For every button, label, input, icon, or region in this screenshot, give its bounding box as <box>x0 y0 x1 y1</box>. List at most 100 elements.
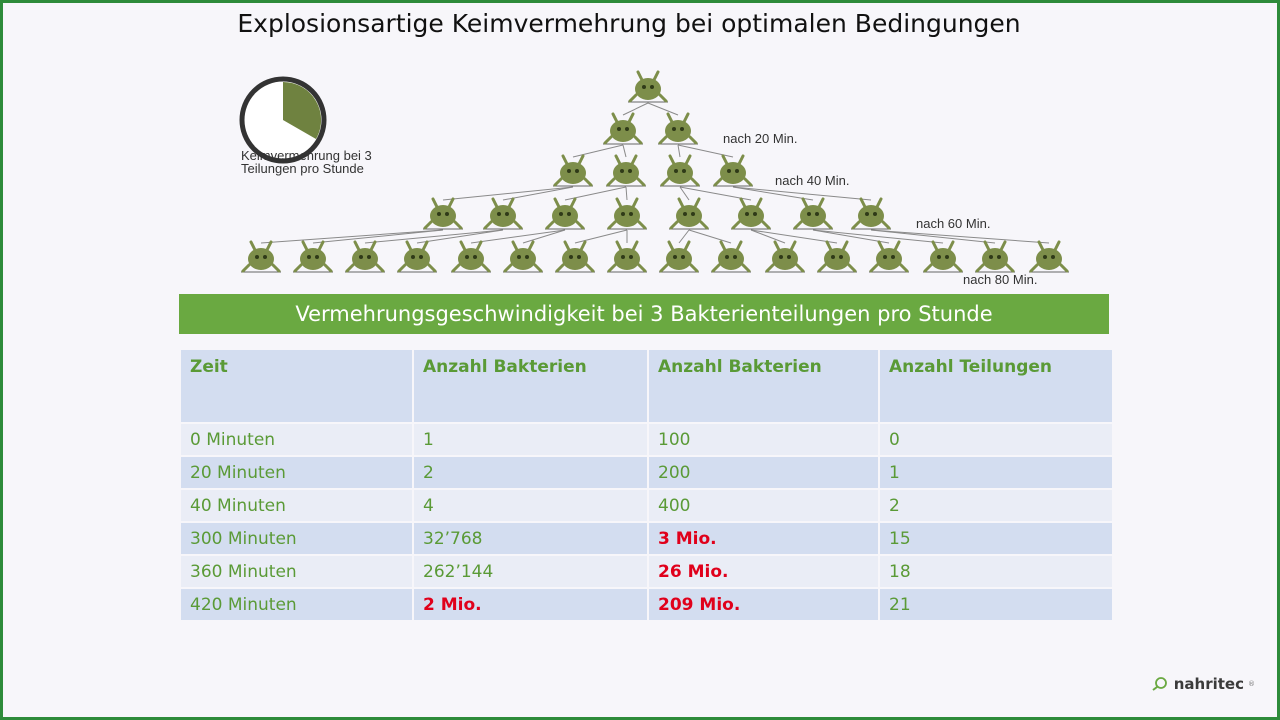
table-row: 40 Minuten 4 400 2 <box>181 490 1112 521</box>
bacterium-icon <box>293 240 333 273</box>
bacterium-icon <box>603 112 643 145</box>
header-zeit: Zeit <box>181 350 412 422</box>
bacterium-icon <box>628 70 668 103</box>
tree-connector <box>812 229 944 244</box>
tree-connector <box>750 229 786 244</box>
bacterium-icon <box>713 154 753 187</box>
slide-title: Explosionsartige Keimvermehrung bei opti… <box>237 9 1021 38</box>
bacterium-icon <box>555 240 595 273</box>
level-label-20: nach 20 Min. <box>723 131 797 146</box>
tree-connector <box>750 229 838 244</box>
tree-connector <box>870 229 1050 244</box>
bacterium-icon <box>765 240 805 273</box>
table-cell-highlight: 3 Mio. <box>649 523 878 554</box>
tree-connector <box>260 229 444 244</box>
growth-table: Zeit Anzahl Bakterien Anzahl Bakterien A… <box>179 348 1114 622</box>
bacterium-icon <box>241 240 281 273</box>
table-cell: 2 <box>414 457 647 488</box>
table-cell: 40 Minuten <box>181 490 412 521</box>
table-cell: 200 <box>649 457 878 488</box>
table-cell: 0 Minuten <box>181 424 412 455</box>
table-cell: 400 <box>649 490 878 521</box>
header-anzahl-bakterien-2: Anzahl Bakterien <box>649 350 878 422</box>
tree-connector <box>812 229 890 244</box>
bacterium-icon <box>607 197 647 230</box>
tree-connector <box>442 186 574 201</box>
table-cell: 15 <box>880 523 1112 554</box>
tree-connector <box>572 144 624 158</box>
logo-text: nahritec <box>1173 675 1244 693</box>
table-row: 420 Minuten 2 Mio. 209 Mio. 21 <box>181 589 1112 620</box>
table-cell: 32’768 <box>414 523 647 554</box>
tree-connector <box>470 229 566 244</box>
bacterium-icon <box>1029 240 1069 273</box>
bacterium-icon <box>669 197 709 230</box>
table-cell: 1 <box>880 457 1112 488</box>
level-label-80: nach 80 Min. <box>963 272 1037 287</box>
bacterium-icon <box>923 240 963 273</box>
bacterium-icon <box>545 197 585 230</box>
bacterium-icon <box>553 154 593 187</box>
tree-connector <box>870 229 996 244</box>
tree-connector <box>312 229 444 244</box>
bacterium-icon <box>711 240 751 273</box>
bacterium-icon <box>975 240 1015 273</box>
table-row: 20 Minuten 2 200 1 <box>181 457 1112 488</box>
tree-connector <box>502 186 574 201</box>
table-row: 0 Minuten 1 100 0 <box>181 424 1112 455</box>
bacterium-icon <box>345 240 385 273</box>
bacterium-icon <box>397 240 437 273</box>
table-row: 300 Minuten 32’768 3 Mio. 15 <box>181 523 1112 554</box>
bacterium-icon <box>869 240 909 273</box>
tree-connector <box>732 186 872 201</box>
bacterium-icon <box>851 197 891 230</box>
table-cell: 20 Minuten <box>181 457 412 488</box>
bacterium-icon <box>731 197 771 230</box>
tree-connector <box>622 102 649 116</box>
table-cell: 360 Minuten <box>181 556 412 587</box>
bacterium-icon <box>483 197 523 230</box>
table-cell-highlight: 209 Mio. <box>649 589 878 620</box>
level-label-40: nach 40 Min. <box>775 173 849 188</box>
bacterium-icon <box>451 240 491 273</box>
tree-connector <box>677 144 681 158</box>
table-cell: 420 Minuten <box>181 589 412 620</box>
table-banner: Vermehrungsgeschwindigkeit bei 3 Bakteri… <box>179 294 1109 334</box>
tree-connector <box>679 186 690 201</box>
table-cell: 21 <box>880 589 1112 620</box>
stopwatch-caption-line2: Teilungen pro Stunde <box>241 161 364 176</box>
tree-connector <box>364 229 504 244</box>
table-row: 360 Minuten 262’144 26 Mio. 18 <box>181 556 1112 587</box>
tree-connector <box>625 186 628 201</box>
magnifier-leaf-icon <box>1152 677 1167 691</box>
tree-connector <box>732 186 814 201</box>
logo-mark: ® <box>1248 680 1255 688</box>
table-cell: 18 <box>880 556 1112 587</box>
header-anzahl-bakterien-1: Anzahl Bakterien <box>414 350 647 422</box>
tree-connector <box>416 229 504 244</box>
level-label-60: nach 60 Min. <box>916 216 990 231</box>
tree-connector <box>647 102 679 116</box>
table-cell: 300 Minuten <box>181 523 412 554</box>
bacterium-icon <box>659 240 699 273</box>
bacterium-icon <box>606 154 646 187</box>
table-cell: 100 <box>649 424 878 455</box>
table-cell: 1 <box>414 424 647 455</box>
bacterium-icon <box>503 240 543 273</box>
bacterium-icon <box>660 154 700 187</box>
nahritec-logo: nahritec ® <box>1152 675 1255 693</box>
table-cell: 4 <box>414 490 647 521</box>
bacterium-icon <box>607 240 647 273</box>
bacterium-icon <box>658 112 698 145</box>
table-cell: 0 <box>880 424 1112 455</box>
bacterium-icon <box>793 197 833 230</box>
tree-connector <box>574 229 628 244</box>
bacteria-growth-figure: Keimvermehrung bei 3 Teilungen pro Stund… <box>239 70 1069 287</box>
table-cell-highlight: 26 Mio. <box>649 556 878 587</box>
table-cell-highlight: 2 Mio. <box>414 589 647 620</box>
bacterium-icon <box>423 197 463 230</box>
table-header-row: Zeit Anzahl Bakterien Anzahl Bakterien A… <box>181 350 1112 422</box>
tree-connector <box>622 144 627 158</box>
tree-connector <box>679 186 752 201</box>
